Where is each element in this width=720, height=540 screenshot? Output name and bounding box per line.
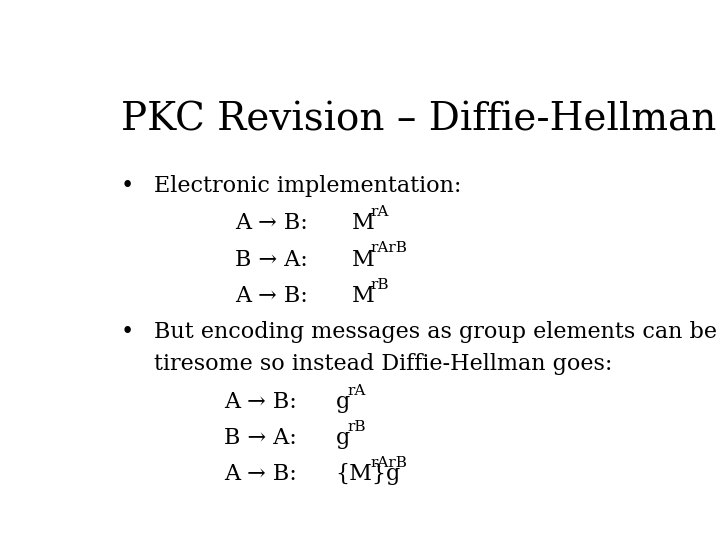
Text: M: M: [352, 212, 375, 234]
Text: rB: rB: [347, 420, 366, 434]
Text: A → B:: A → B:: [235, 212, 308, 234]
Text: rB: rB: [371, 278, 390, 292]
Text: rA: rA: [347, 384, 366, 398]
Text: PKC Revision – Diffie-Hellman (2): PKC Revision – Diffie-Hellman (2): [121, 102, 720, 139]
Text: B → A:: B → A:: [235, 248, 308, 271]
Text: rA: rA: [371, 205, 389, 219]
Text: A → B:: A → B:: [224, 391, 297, 413]
Text: {M}g: {M}g: [336, 463, 401, 485]
Text: rArB: rArB: [371, 456, 408, 470]
Text: tiresome so instead Diffie-Hellman goes:: tiresome so instead Diffie-Hellman goes:: [154, 353, 613, 375]
Text: g: g: [336, 391, 350, 413]
Text: g: g: [336, 427, 350, 449]
Text: B → A:: B → A:: [224, 427, 297, 449]
Text: A → B:: A → B:: [235, 285, 308, 307]
Text: •: •: [121, 175, 134, 197]
Text: M: M: [352, 285, 375, 307]
Text: Electronic implementation:: Electronic implementation:: [154, 175, 462, 197]
Text: But encoding messages as group elements can be: But encoding messages as group elements …: [154, 321, 717, 343]
Text: M: M: [352, 248, 375, 271]
Text: rArB: rArB: [371, 241, 408, 255]
Text: •: •: [121, 321, 134, 343]
Text: A → B:: A → B:: [224, 463, 297, 485]
